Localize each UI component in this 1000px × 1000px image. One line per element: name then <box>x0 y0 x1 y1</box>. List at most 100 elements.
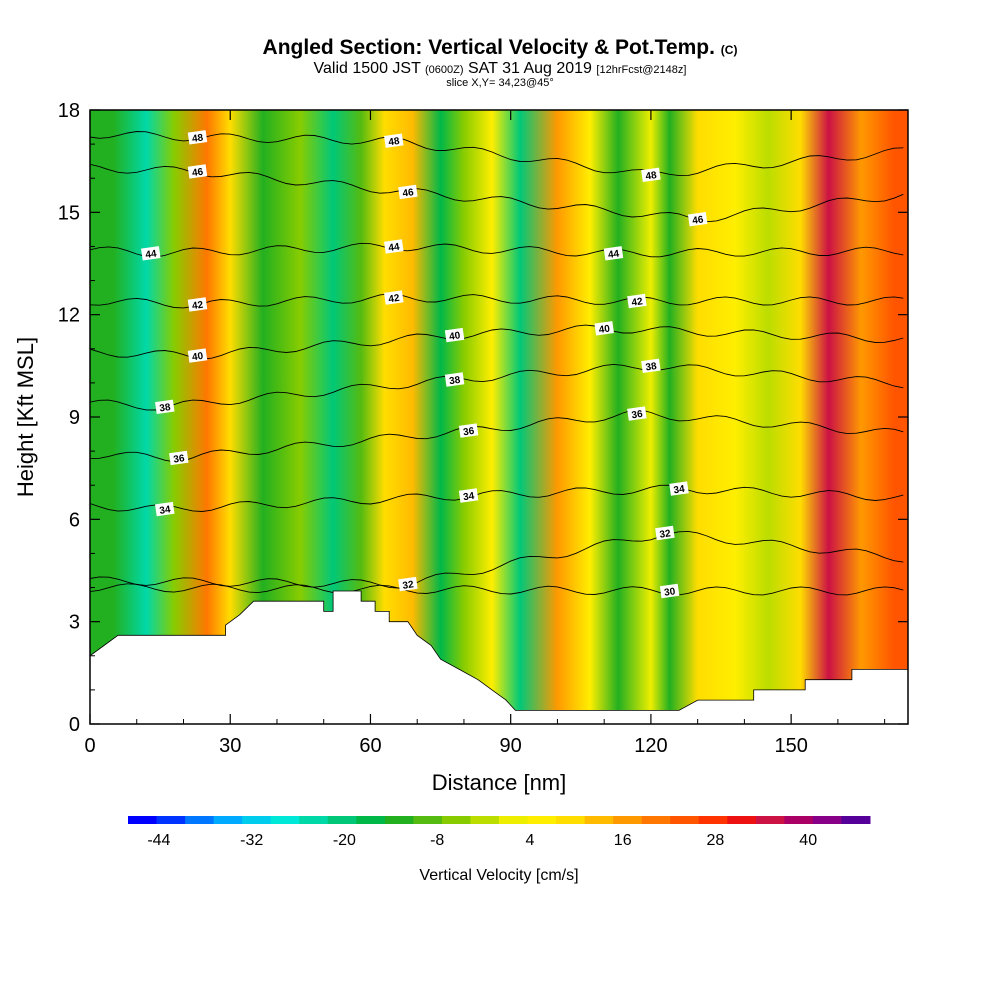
isentrope-label-text: 34 <box>463 491 476 504</box>
colorbar-swatch <box>185 816 215 824</box>
isentrope-46 <box>90 163 904 223</box>
isentrope-48 <box>90 131 904 177</box>
x-tick-label: 60 <box>359 735 381 757</box>
colorbar-swatch <box>441 816 471 824</box>
colorbar-swatch <box>670 816 700 824</box>
isentrope-label: 34 <box>155 501 175 517</box>
isentrope-label: 44 <box>141 246 161 261</box>
x-tick-label: 120 <box>634 735 667 757</box>
colorbar-swatch <box>755 816 785 824</box>
x-tick-label: 90 <box>500 735 522 757</box>
colorbar-swatch <box>413 816 443 824</box>
x-axis: 0 30 60 90 120 150 <box>84 110 886 757</box>
isentrope-label: 32 <box>398 576 418 592</box>
isentrope-label: 38 <box>155 399 175 415</box>
isentrope-label: 36 <box>169 450 189 466</box>
colorbar-swatch <box>470 816 500 824</box>
colorbar-swatch <box>841 816 871 824</box>
plot-area <box>90 110 908 724</box>
colorbar-swatch <box>784 816 814 824</box>
isentrope-label-text: 40 <box>191 351 204 364</box>
colorbar-tick-label: 40 <box>799 832 817 849</box>
colorbar-swatch <box>242 816 272 824</box>
colorbar-swatch <box>327 816 357 824</box>
isentrope-label-text: 48 <box>191 133 204 146</box>
y-tick-label: 6 <box>69 509 80 531</box>
isentrope-label-text: 38 <box>159 402 172 415</box>
valid-forecast: [12hrFcst@2148z] <box>596 64 687 76</box>
isentrope-label-text: 46 <box>402 187 415 200</box>
colorbar-tick-label: 16 <box>614 832 632 849</box>
velocity-field <box>90 110 908 724</box>
isentrope-label: 46 <box>398 184 418 200</box>
isentrope-label: 40 <box>444 327 465 343</box>
isentrope-label-text: 38 <box>645 361 658 374</box>
y-tick-label: 3 <box>69 612 80 634</box>
colorbar-title: Vertical Velocity [cm/s] <box>419 867 578 884</box>
isentrope-label-text: 34 <box>673 484 686 497</box>
chart-title-unit: (C) <box>720 43 738 57</box>
y-tick-label: 9 <box>69 407 80 429</box>
chart-slice-info: slice X,Y= 34,23@45° <box>446 77 554 89</box>
isentrope-label: 42 <box>187 297 208 312</box>
y-tick-label: 15 <box>58 202 80 224</box>
isentrope-label: 40 <box>187 348 208 364</box>
isentrope-label-text: 42 <box>631 296 644 309</box>
isentrope-labels: 48 46 44 42 40 38 36 34 48 46 44 42 40 38 36 34 32 48 46 44… <box>141 130 708 599</box>
isentrope-label: 48 <box>384 133 404 149</box>
isentrope-label: 48 <box>641 167 661 183</box>
isentrope-label: 40 <box>594 321 614 336</box>
isentrope-36 <box>90 409 904 463</box>
isentrope-label-text: 34 <box>159 504 172 517</box>
isentrope-label-text: 40 <box>449 330 462 343</box>
isentrope-label: 48 <box>187 130 208 146</box>
isentrope-label: 34 <box>458 488 479 504</box>
isentrope-label-text: 46 <box>191 167 204 180</box>
colorbar-swatch <box>213 816 243 824</box>
isentrope-lines <box>90 131 904 596</box>
isentrope-label-text: 36 <box>463 426 476 439</box>
isentrope-label: 36 <box>458 423 479 439</box>
isentrope-label: 42 <box>627 293 647 309</box>
colorbar-swatch <box>727 816 757 824</box>
terrain-mask <box>90 591 908 724</box>
isentrope-label: 36 <box>627 406 647 421</box>
isentrope-34 <box>90 484 904 512</box>
colorbar-swatch <box>499 816 529 824</box>
isentrope-label-text: 36 <box>631 409 644 422</box>
colorbar: -44 -32 -20 -8 4 16 28 40 <box>128 816 871 849</box>
colorbar-swatch <box>584 816 614 824</box>
isentrope-38 <box>90 363 904 411</box>
y-tick-label: 12 <box>58 305 80 327</box>
x-tick-label: 0 <box>84 735 95 757</box>
colorbar-tick-label: 28 <box>707 832 725 849</box>
colorbar-swatch <box>156 816 186 824</box>
colorbar-swatch <box>384 816 414 824</box>
valid-prefix: Valid 1500 JST <box>313 60 421 77</box>
colorbar-swatch <box>613 816 643 824</box>
isentrope-30 <box>90 583 904 596</box>
isentrope-label: 38 <box>444 372 465 387</box>
isentrope-label-text: 44 <box>388 242 401 255</box>
y-tick-label: 18 <box>58 100 80 122</box>
isentrope-label: 34 <box>669 481 689 496</box>
isentrope-label: 38 <box>641 358 661 374</box>
isentrope-label-text: 48 <box>388 136 401 149</box>
y-axis-title: Height [Kft MSL] <box>13 337 38 497</box>
isentrope-label-text: 32 <box>402 579 415 592</box>
isentrope-label-text: 30 <box>664 586 677 599</box>
colorbar-tick-label: -32 <box>240 832 263 849</box>
isentrope-label-text: 42 <box>388 293 401 306</box>
isentrope-label-text: 46 <box>692 214 705 227</box>
isentrope-label-text: 44 <box>607 249 620 262</box>
isentrope-label-text: 32 <box>659 528 672 541</box>
colorbar-swatch <box>812 816 842 824</box>
x-tick-label: 30 <box>219 735 241 757</box>
isentrope-label-text: 48 <box>645 170 658 183</box>
colorbar-tick-label: -20 <box>333 832 356 849</box>
y-tick-label: 0 <box>69 714 80 736</box>
chart-title: Angled Section: Vertical Velocity & Pot.… <box>0 36 1000 60</box>
chart-title-main: Angled Section: Vertical Velocity & Pot.… <box>262 36 715 59</box>
